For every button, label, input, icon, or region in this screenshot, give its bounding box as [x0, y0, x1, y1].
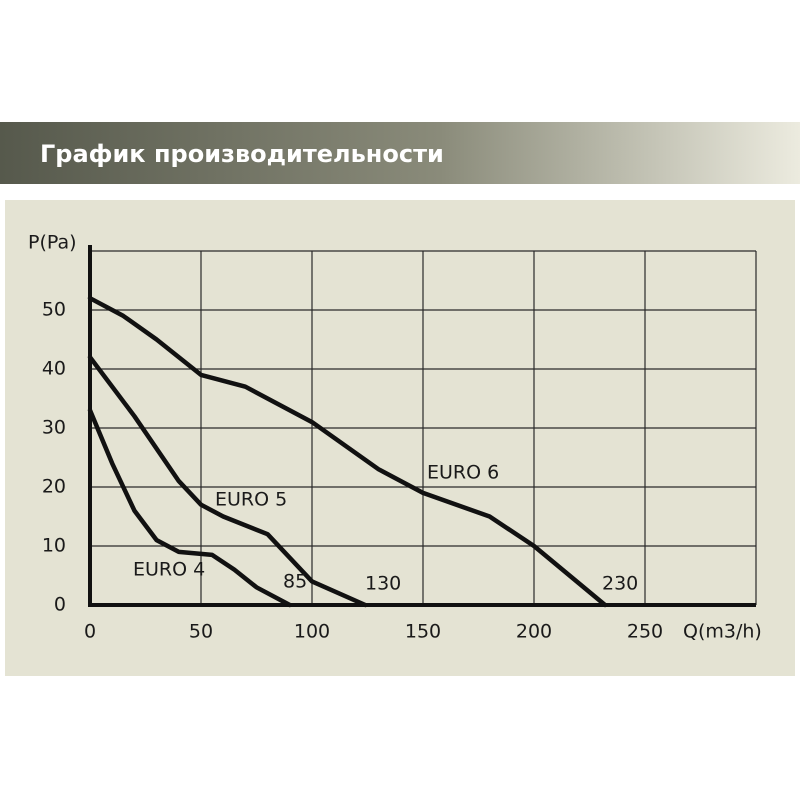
series-label: EURO 5 — [215, 489, 287, 511]
x-tick-label: 250 — [627, 621, 663, 643]
series-line — [87, 354, 368, 608]
y-tick-label: 50 — [42, 299, 66, 321]
series-label: EURO 4 — [133, 559, 205, 581]
x-tick-label: 50 — [189, 621, 213, 643]
x-tick-label: 150 — [405, 621, 441, 643]
y-tick-label: 0 — [54, 594, 66, 616]
chart-background — [5, 200, 795, 676]
max-flow-label: 130 — [365, 573, 401, 595]
x-tick-label: 100 — [294, 621, 330, 643]
y-tick-label: 30 — [42, 417, 66, 439]
max-flow-label: 85 — [283, 571, 307, 593]
y-tick-label: 40 — [42, 358, 66, 380]
title: График производительности — [40, 140, 444, 168]
header-band — [0, 122, 800, 184]
series-line — [87, 295, 608, 608]
series-label: EURO 6 — [427, 462, 499, 484]
x-tick-label: 0 — [84, 621, 96, 643]
x-tick-label: 200 — [516, 621, 552, 643]
series-line — [87, 408, 293, 608]
max-flow-label: 230 — [602, 573, 638, 595]
x-axis-label: Q(m3/h) — [683, 621, 762, 643]
y-tick-label: 10 — [42, 535, 66, 557]
y-axis-label: P(Pa) — [28, 232, 77, 254]
y-tick-label: 20 — [42, 476, 66, 498]
